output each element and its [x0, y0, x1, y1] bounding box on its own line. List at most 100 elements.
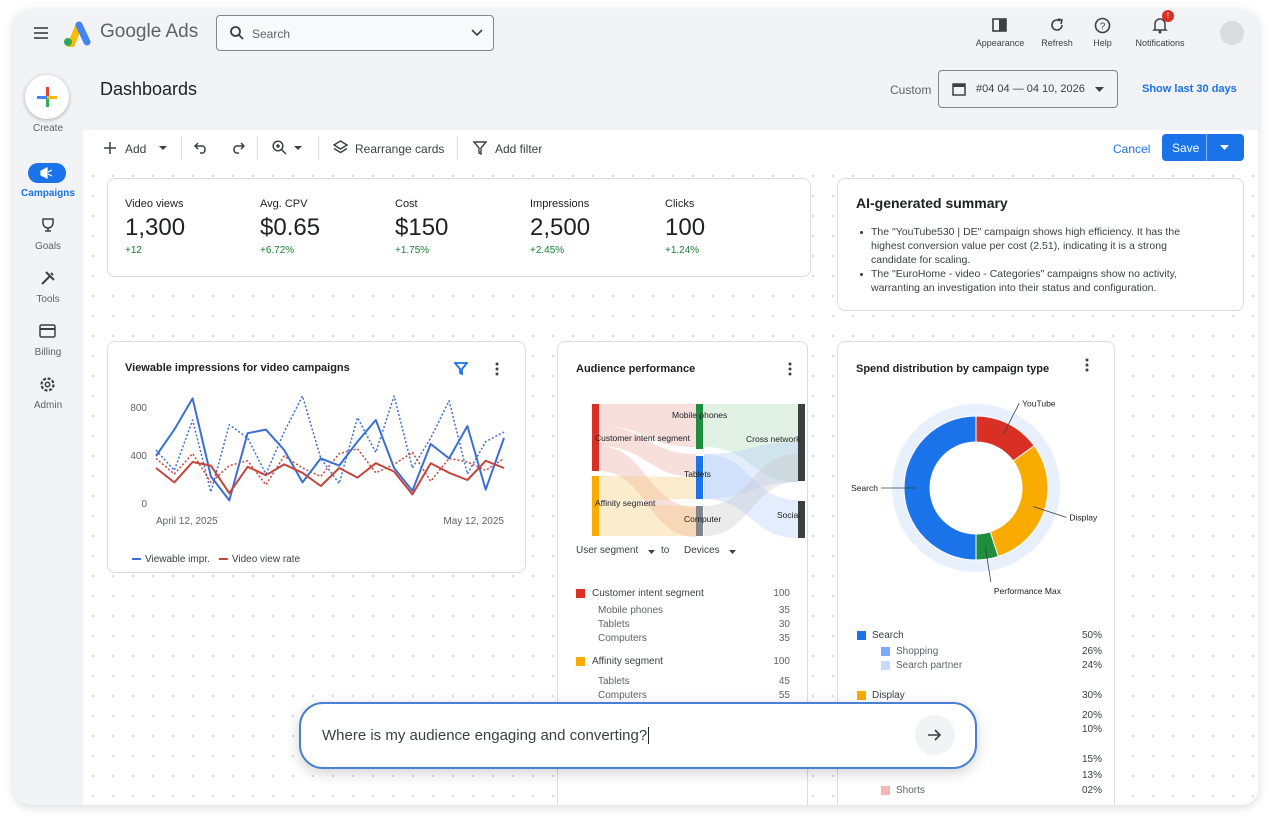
sankey-flow	[598, 446, 696, 537]
zoom-icon[interactable]	[272, 140, 287, 155]
metric-change: +1.24%	[665, 245, 700, 256]
nav-label[interactable]: Tools	[36, 294, 60, 305]
metric-label: Video views	[125, 198, 184, 210]
action-label[interactable]: Notifications	[1135, 38, 1185, 48]
sankey-diagram: Mobile phones Customer intent segment Cros…	[592, 404, 805, 538]
avatar[interactable]	[1220, 21, 1244, 45]
separator	[1206, 134, 1207, 161]
chevron	[471, 29, 483, 37]
row-label: Tablets	[598, 619, 630, 630]
legend-share: 02%	[1081, 785, 1102, 796]
save-button[interactable]: Save	[1162, 134, 1244, 161]
segment-label: YouTube	[1022, 398, 1056, 408]
prompt-box[interactable]: Where is my audience engaging and conver…	[299, 702, 977, 769]
sankey-flow	[704, 404, 798, 482]
nav-pill[interactable]	[28, 163, 66, 183]
line-chart-card[interactable]: Viewable impressions for video campaigns…	[107, 341, 526, 573]
app-frame: Google Ads Search Appearance Refresh ? H…	[14, 10, 1258, 805]
create-button[interactable]	[25, 75, 69, 119]
kebab-menu[interactable]	[495, 362, 499, 376]
toolbar-rearrange[interactable]: Rearrange cards	[355, 142, 445, 156]
campaigns-icon	[40, 167, 53, 179]
refresh-icon[interactable]	[1049, 17, 1065, 33]
svg-text:?: ?	[1100, 22, 1106, 33]
card-title: Audience performance	[576, 363, 696, 375]
toolbar-filter[interactable]: Add filter	[495, 142, 543, 156]
save-label: Save	[1172, 141, 1200, 155]
nav-label[interactable]: Billing	[34, 347, 62, 358]
separator	[457, 136, 458, 160]
sankey-node	[696, 456, 703, 499]
kebab-menu[interactable]	[1085, 358, 1089, 372]
nav-label[interactable]: Campaigns	[21, 188, 75, 199]
metrics-card[interactable]: Video views 1,300 +12 Avg. CPV $0.65 +6.72% Co…	[107, 178, 811, 277]
action-label[interactable]: Appearance	[975, 38, 1025, 48]
menu-icon[interactable]	[34, 26, 50, 40]
metric-label: Cost	[395, 198, 418, 210]
segment-label: Search	[851, 483, 878, 493]
action-label[interactable]: Help	[1093, 38, 1112, 48]
sankey-flow	[704, 442, 798, 499]
date-picker[interactable]: #04 04 — 04 10, 2026	[938, 70, 1118, 108]
nav-label[interactable]: Goals	[34, 241, 62, 252]
filter-icon	[473, 141, 487, 155]
y-tick-label: 800	[130, 403, 147, 414]
sankey-flow	[598, 426, 696, 477]
summary-card[interactable]: AI-generated summary The "YouTube530 | D…	[837, 178, 1244, 311]
action-label[interactable]: Refresh	[1041, 38, 1073, 48]
legend-share: 20%	[1081, 710, 1102, 721]
dropdown-arrow	[729, 550, 736, 554]
sankey-flow	[704, 454, 798, 538]
metric-label: Impressions	[530, 198, 590, 210]
row-value: 45	[778, 676, 790, 687]
separator	[181, 136, 182, 160]
metric-change: +12	[125, 245, 142, 256]
nav-label[interactable]: Create	[32, 123, 63, 134]
toolbar-add[interactable]: Add	[125, 142, 147, 156]
admin-icon	[40, 377, 55, 392]
row-value: 30	[778, 619, 790, 630]
row-label: Computers	[598, 690, 647, 701]
cancel-button[interactable]: Cancel	[1113, 142, 1151, 156]
series-line	[155, 459, 505, 496]
y-tick-label: 400	[130, 451, 147, 462]
sankey-flow	[598, 502, 696, 536]
help-icon[interactable]: ?	[1094, 17, 1111, 34]
kebab-menu[interactable]	[788, 362, 792, 376]
undo-icon[interactable]	[194, 141, 208, 154]
send-button[interactable]	[915, 715, 955, 755]
filter-icon[interactable]	[454, 362, 468, 375]
line-chart: 0 400 800 April 12, 2025 May 12, 2025 Viewabl…	[130, 395, 505, 565]
bullet-text: The "YouTube530 | DE" campaign shows hig…	[871, 226, 1181, 266]
arrow-icon	[928, 729, 942, 741]
leader-line	[1032, 506, 1067, 518]
metric-value: 100	[665, 214, 706, 241]
search-box[interactable]: Search	[216, 15, 494, 51]
billing-icon	[39, 324, 56, 338]
logo	[64, 21, 91, 47]
x-tick-label: May 12, 2025	[443, 516, 504, 527]
card-title: Spend distribution by campaign type	[856, 363, 1050, 375]
selector[interactable]: User segment	[576, 545, 639, 556]
sankey-label: Mobile phones	[672, 410, 727, 420]
summary-title: AI-generated summary	[856, 195, 1008, 211]
show-last-link[interactable]: Show last 30 days	[1142, 83, 1237, 95]
sankey-node	[592, 476, 599, 536]
sankey-node	[798, 404, 805, 481]
sankey-label: Customer intent segment	[595, 433, 691, 443]
appearance-icon[interactable]	[991, 17, 1009, 33]
sankey-node	[592, 404, 599, 471]
metric-value: 2,500	[530, 214, 591, 241]
selector[interactable]: Devices	[684, 545, 720, 556]
legend-swatch	[576, 657, 585, 666]
redo-icon[interactable]	[231, 141, 245, 154]
calendar-icon	[952, 83, 966, 96]
legend-label: Search partner	[896, 660, 963, 671]
row-value: 55	[778, 690, 790, 701]
y-tick-label: 0	[141, 499, 147, 510]
nav-label[interactable]: Admin	[33, 400, 63, 411]
legend-label: Shopping	[896, 646, 939, 657]
row-label: Affinity segment	[592, 656, 663, 667]
bullet-dot	[860, 273, 863, 276]
